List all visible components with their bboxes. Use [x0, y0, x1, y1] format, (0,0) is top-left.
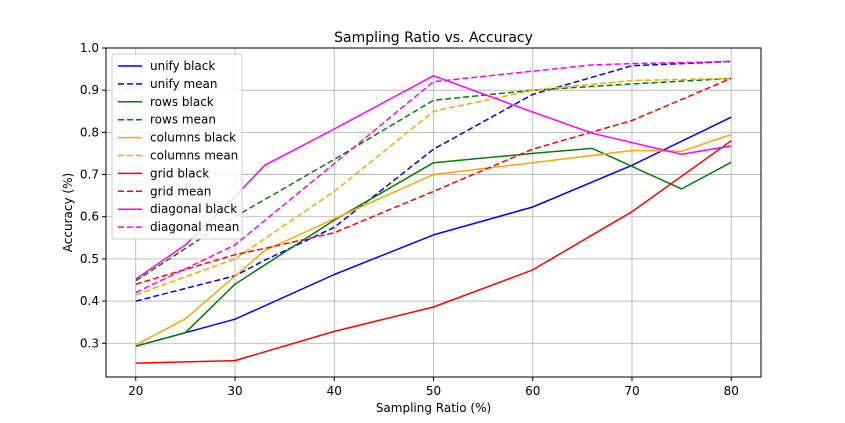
chart-title: Sampling Ratio vs. Accuracy: [334, 30, 533, 46]
legend-label: grid black: [150, 166, 209, 180]
legend-label: unify black: [150, 59, 215, 73]
legend-label: rows mean: [150, 113, 216, 127]
legend-label: grid mean: [150, 184, 211, 198]
x-tick-label: 70: [624, 384, 639, 398]
y-tick-label: 1.0: [80, 41, 99, 55]
series-line-rows-mean: [135, 77, 732, 282]
y-tick-label: 0.6: [80, 210, 99, 224]
x-tick-label: 40: [327, 384, 342, 398]
series-line-columns-mean: [135, 77, 732, 296]
x-tick-label: 80: [724, 384, 739, 398]
legend-label: diagonal mean: [150, 220, 239, 234]
y-tick-label: 0.9: [80, 83, 99, 97]
series-lines: [135, 60, 732, 364]
y-tick-label: 0.8: [80, 125, 99, 139]
y-tick-label: 0.7: [80, 168, 99, 182]
legend-label: rows black: [150, 95, 214, 109]
series-line-grid-mean: [135, 77, 732, 285]
legend-box: [111, 53, 243, 240]
x-tick-label: 30: [227, 384, 242, 398]
y-tick-label: 0.5: [80, 252, 99, 266]
y-tick-label: 0.4: [80, 294, 99, 308]
legend-label: unify mean: [150, 77, 218, 91]
series-line-diagonal-mean: [135, 60, 732, 294]
series-line-grid-black: [135, 140, 732, 364]
x-tick-label: 20: [128, 384, 143, 398]
y-tick-label: 0.3: [80, 336, 99, 350]
x-axis-label: Sampling Ratio (%): [376, 401, 491, 415]
y-ticks: 0.3 0.4 0.5 0.6 0.7 0.8 0.9 1.0: [80, 41, 106, 350]
x-tick-label: 50: [426, 384, 441, 398]
legend-label: columns mean: [150, 149, 238, 163]
x-ticks: 20 30 40 50 60 70 80: [128, 377, 739, 398]
legend-items: unify black unify mean rows black rows mean…: [118, 59, 239, 234]
legend-label: diagonal black: [150, 202, 237, 216]
series-line-rows-black: [135, 147, 732, 347]
legend: unify black unify mean rows black rows mean…: [111, 53, 243, 240]
x-tick-label: 60: [525, 384, 540, 398]
y-axis-label: Accuracy (%): [61, 173, 75, 252]
legend-label: columns black: [150, 131, 236, 145]
series-line-unify-black: [135, 116, 732, 347]
